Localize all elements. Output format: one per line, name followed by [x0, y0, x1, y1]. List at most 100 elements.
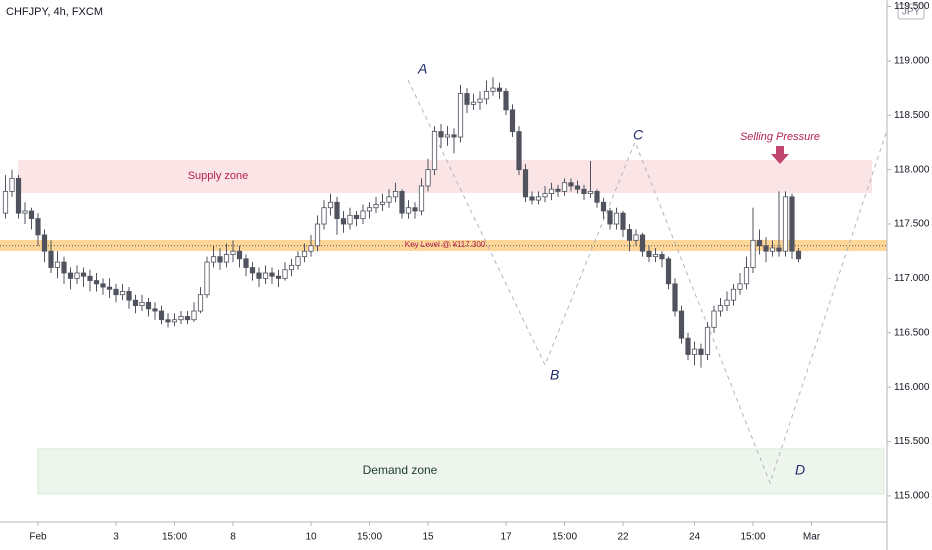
x-tick-label: 22 — [617, 532, 629, 543]
candle-body — [67, 272, 74, 279]
candle-body — [35, 218, 41, 236]
candle-body — [522, 169, 529, 198]
candle-body — [672, 283, 678, 312]
candle-body — [750, 239, 756, 268]
candle-body — [236, 250, 243, 260]
candle-body — [2, 190, 9, 214]
candle-body — [782, 196, 789, 252]
y-tick-label: 117.000 — [894, 273, 930, 284]
candle-body — [496, 87, 503, 92]
y-tick-label: 115.500 — [894, 436, 930, 447]
candle-body — [763, 245, 769, 252]
candle-body — [737, 283, 743, 290]
x-tick-label: 15:00 — [552, 532, 577, 543]
candle-body — [743, 267, 750, 285]
candle-body — [457, 93, 464, 138]
candle-body — [470, 101, 477, 105]
candle-body — [74, 272, 80, 279]
candle-body — [711, 310, 717, 328]
demand-zone — [37, 448, 885, 495]
y-tick-label: 118.500 — [894, 110, 930, 121]
candle-body — [561, 182, 568, 192]
candle-body — [256, 272, 262, 279]
candle-body — [184, 316, 191, 321]
x-tick-label: 15:00 — [357, 532, 382, 543]
y-tick-label: 116.000 — [894, 382, 930, 393]
x-tick-label: 15:00 — [740, 532, 765, 543]
candle-body — [665, 258, 672, 285]
candle-body — [282, 269, 288, 279]
candle-body — [587, 190, 594, 194]
x-tick-label: Mar — [803, 532, 821, 543]
candle-body — [691, 348, 698, 355]
candle-body — [412, 207, 418, 212]
candle-body — [659, 254, 665, 260]
candle-body — [15, 177, 22, 214]
candle-body — [152, 308, 158, 312]
candle-body — [327, 201, 334, 209]
supply-label: Supply zone — [188, 170, 249, 182]
candle-body — [113, 288, 119, 296]
candle-body — [301, 250, 308, 258]
chart-title: CHFJPY, 4h, FXCM — [6, 6, 103, 18]
candle-body — [503, 90, 509, 111]
candle-body — [93, 280, 100, 285]
candle-body — [165, 319, 171, 323]
candle-body — [516, 131, 522, 171]
point-label: B — [550, 367, 559, 383]
candle-body — [28, 210, 35, 219]
candle-body — [646, 250, 652, 258]
x-tick-label: 3 — [113, 532, 119, 543]
candle-body — [249, 267, 256, 274]
candle-body — [379, 201, 386, 205]
point-label: C — [633, 127, 644, 143]
candle-body — [61, 261, 67, 274]
candle-body — [613, 212, 620, 225]
candle-body — [145, 301, 152, 310]
candle-body — [9, 177, 15, 192]
candle-body — [191, 310, 197, 321]
currency-badge — [897, 3, 925, 20]
candle-body — [340, 218, 347, 225]
candle-body — [769, 247, 776, 252]
currency-label: JPY — [902, 7, 921, 18]
candle-body — [724, 299, 730, 306]
candle-body — [392, 190, 399, 198]
candle-body — [87, 275, 93, 281]
candle-body — [178, 316, 184, 321]
candle-body — [262, 272, 269, 279]
candle-body — [217, 256, 223, 263]
candle-body — [405, 207, 412, 214]
candle-body — [509, 109, 516, 132]
candle-body — [639, 234, 646, 252]
candle-body — [607, 210, 613, 225]
candle-body — [581, 188, 587, 194]
candle-body — [100, 283, 106, 288]
candle-body — [334, 201, 340, 219]
candle-body — [574, 185, 581, 190]
x-tick-label: Feb — [29, 532, 47, 543]
candle-body — [288, 264, 295, 271]
candle-body — [490, 87, 496, 92]
candle-body — [678, 310, 685, 339]
candle-body — [210, 256, 217, 263]
candle-body — [353, 214, 360, 219]
candle-body — [243, 258, 249, 268]
candle-body — [464, 93, 470, 105]
candle-body — [568, 182, 574, 187]
key-level-band — [0, 240, 887, 251]
x-tick-label: 15 — [422, 532, 434, 543]
candle-body — [41, 234, 48, 252]
candle-body — [386, 196, 392, 203]
candle-body — [620, 212, 626, 230]
candle-body — [600, 201, 607, 212]
candle-body — [321, 207, 327, 225]
candle-body — [418, 185, 425, 212]
candle-body — [22, 210, 28, 214]
candle-body — [548, 188, 555, 194]
y-tick-label: 117.500 — [894, 219, 930, 230]
x-tick-label: 10 — [305, 532, 317, 543]
candle-body — [158, 310, 165, 321]
candle-body — [717, 305, 724, 312]
candle-body — [555, 188, 561, 192]
